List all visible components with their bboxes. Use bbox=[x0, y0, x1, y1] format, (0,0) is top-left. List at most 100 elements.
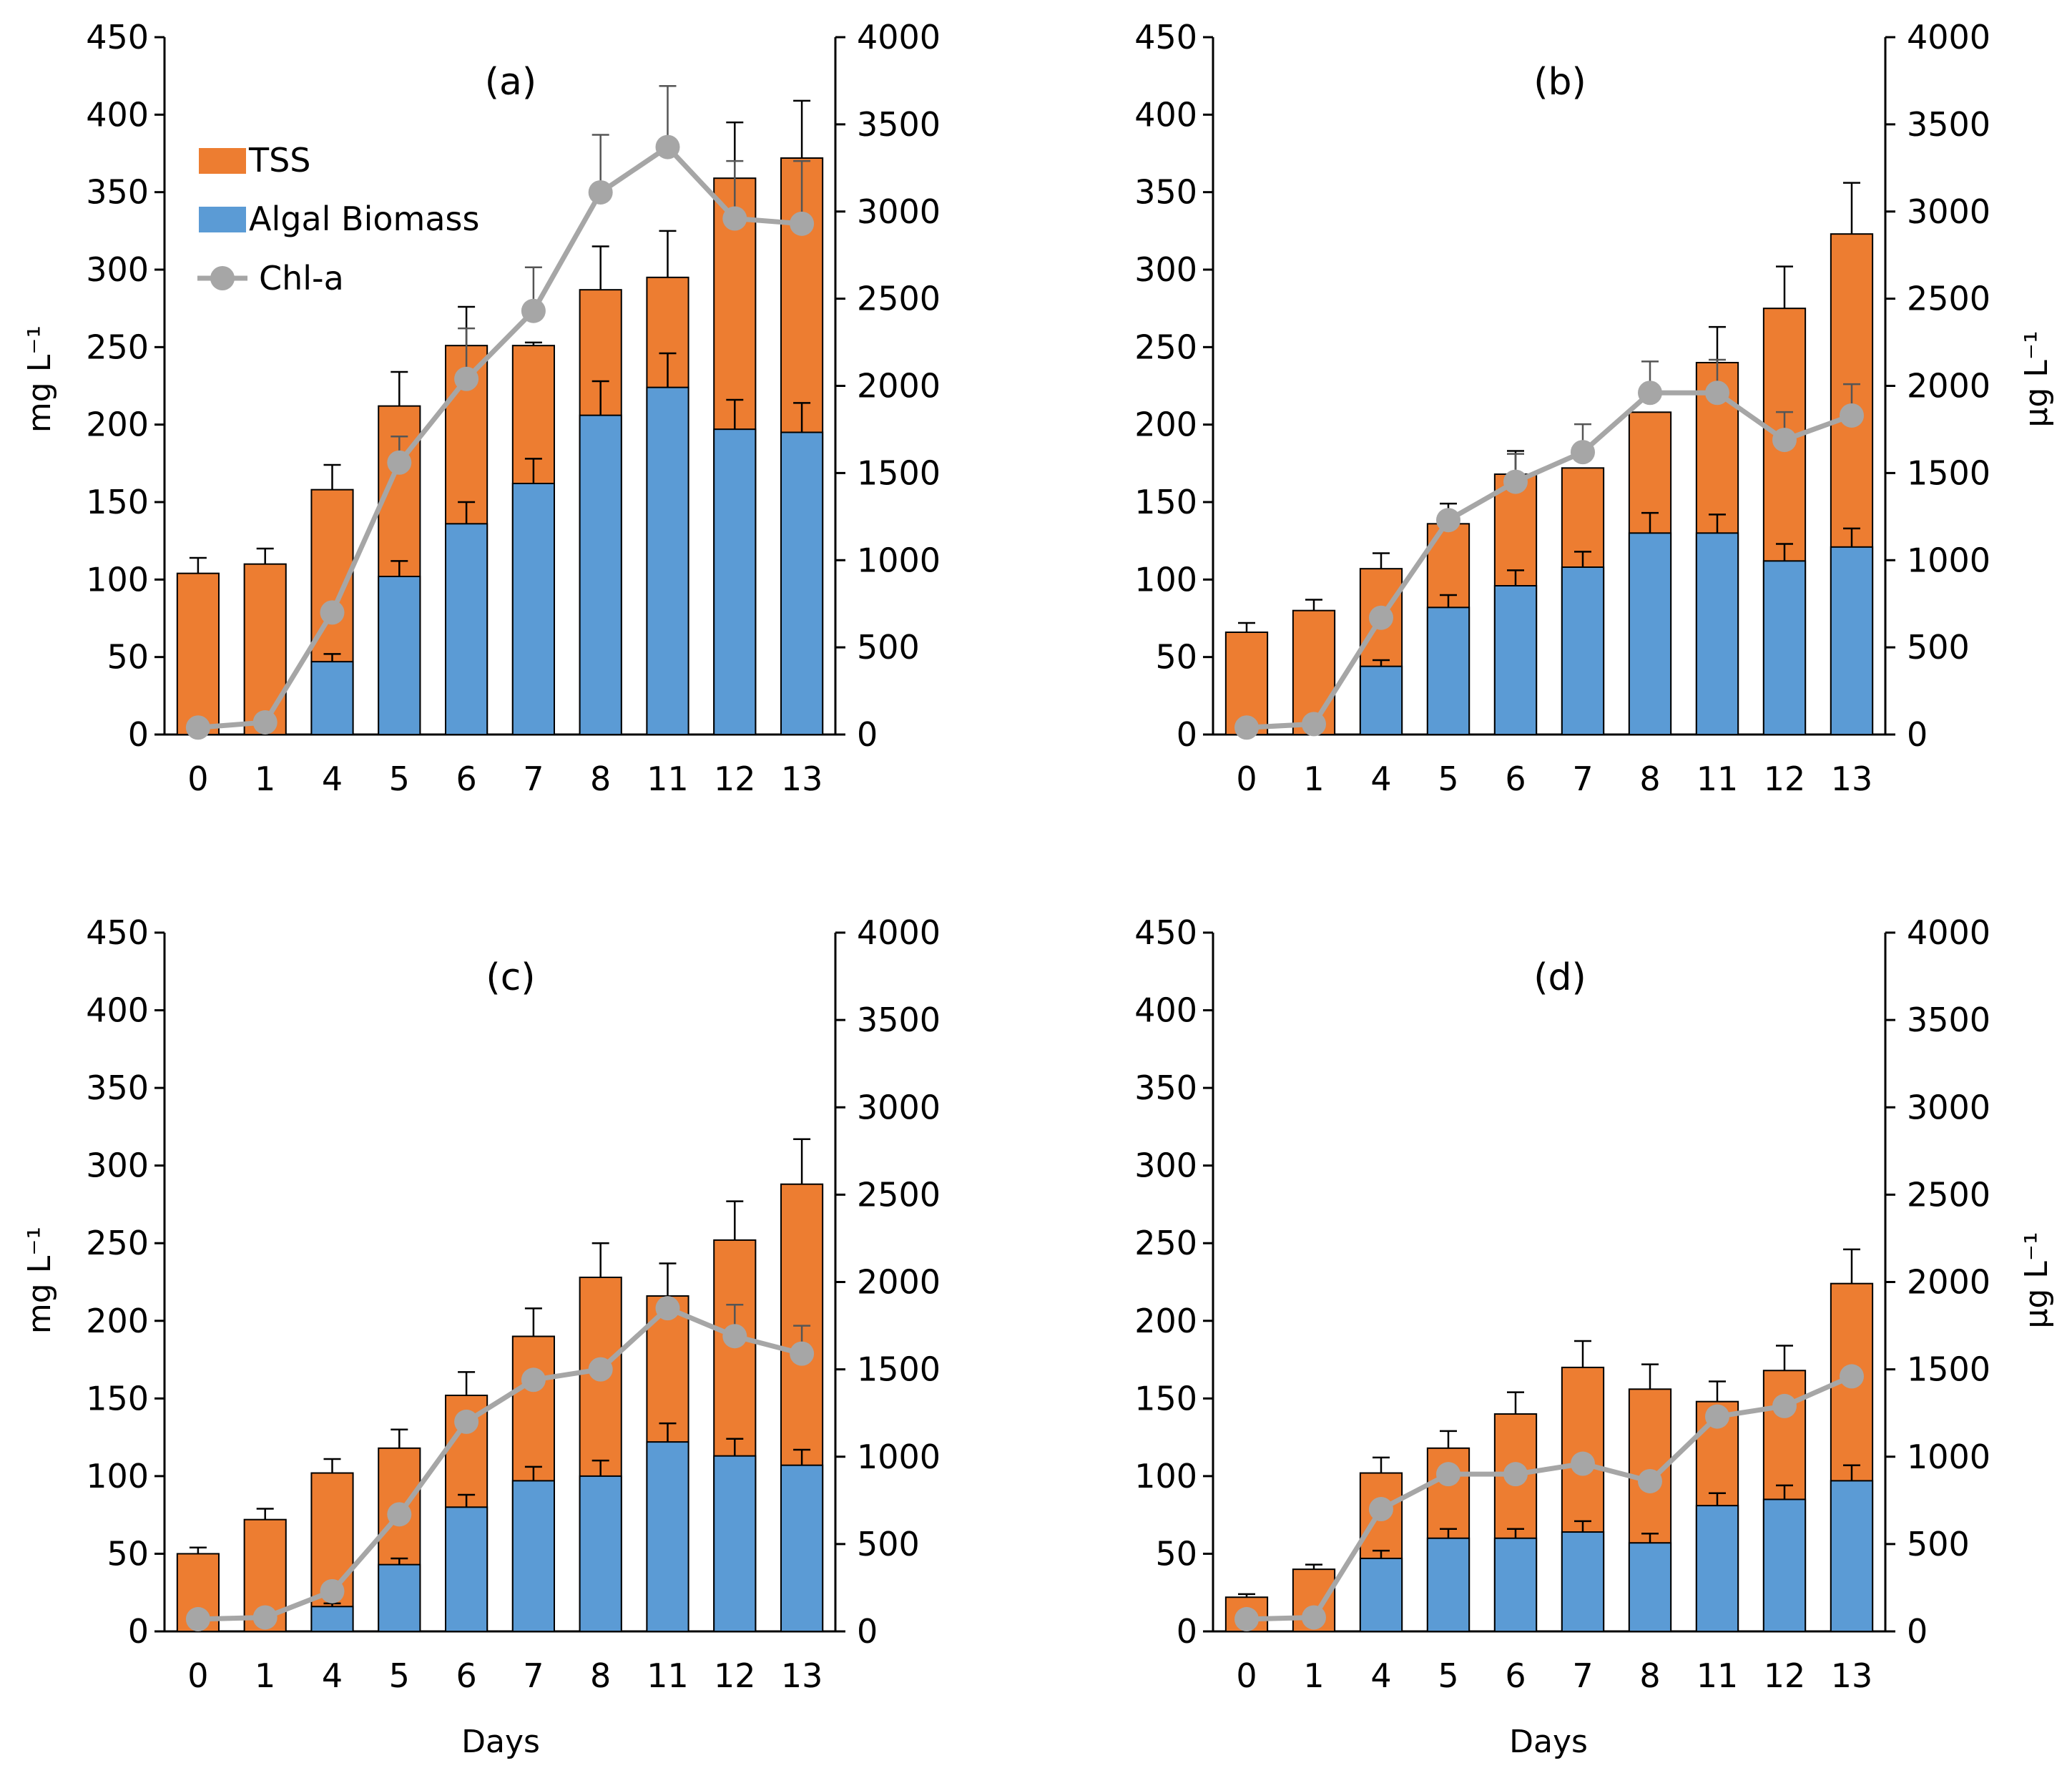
bar-algal-d bbox=[1426, 1537, 1470, 1633]
chla-point-b bbox=[1302, 712, 1326, 737]
x-tick-label-a: 7 bbox=[523, 760, 544, 798]
y-tick-label-left-c: 450 bbox=[86, 913, 149, 952]
chla-point-d bbox=[1840, 1364, 1864, 1389]
chla-line-d bbox=[1246, 1374, 1853, 1622]
chla-point-b bbox=[1840, 403, 1864, 428]
chla-point-b bbox=[1436, 508, 1460, 533]
y-tick-label-left-b: 350 bbox=[1134, 173, 1197, 212]
x-tick-label-c: 12 bbox=[714, 1656, 756, 1695]
x-tick-label-b: 7 bbox=[1572, 760, 1593, 798]
y-tick-label-right-b: 1500 bbox=[1907, 453, 1990, 492]
y-tick-label-left-d: 350 bbox=[1134, 1069, 1197, 1107]
y-tick-label-right-c: 2000 bbox=[857, 1263, 941, 1302]
chla-point-a bbox=[454, 366, 479, 391]
y-tick-label-left-a: 0 bbox=[128, 715, 149, 754]
bar-algal-b bbox=[1359, 665, 1403, 736]
bar-tss-a bbox=[176, 572, 220, 736]
x-tick-label-c: 1 bbox=[255, 1656, 275, 1695]
y-tick-label-left-b: 100 bbox=[1134, 560, 1197, 599]
bar-algal-c bbox=[780, 1464, 824, 1633]
x-tick-label-b: 6 bbox=[1505, 760, 1526, 798]
y-tick-label-right-a: 500 bbox=[857, 628, 920, 667]
y-tick-label-left-c: 100 bbox=[86, 1457, 149, 1495]
bar-algal-c bbox=[445, 1506, 488, 1632]
x-tick-label-b: 5 bbox=[1438, 760, 1458, 798]
chla-point-d bbox=[1369, 1497, 1393, 1522]
y-tick-label-left-d: 400 bbox=[1134, 991, 1197, 1030]
x-tick-label-c: 8 bbox=[590, 1656, 611, 1695]
bar-algal-b bbox=[1561, 566, 1605, 735]
bar-algal-a bbox=[445, 523, 488, 735]
y-tick-label-right-b: 3000 bbox=[1907, 192, 1990, 231]
x-tick-label-a: 4 bbox=[322, 760, 343, 798]
x-tick-label-b: 8 bbox=[1639, 760, 1660, 798]
y-tick-label-right-d: 4000 bbox=[1907, 913, 1990, 952]
y-tick-label-left-c: 300 bbox=[86, 1146, 149, 1185]
bar-algal-d bbox=[1830, 1480, 1874, 1633]
chla-point-d bbox=[1302, 1605, 1326, 1630]
bar-algal-a bbox=[579, 414, 622, 736]
bar-algal-c bbox=[646, 1441, 689, 1632]
y-tick-label-left-c: 250 bbox=[86, 1224, 149, 1262]
y-tick-label-right-c: 1500 bbox=[857, 1350, 941, 1389]
panel-d: 0501001502002503003504004500500100015002… bbox=[1134, 913, 1990, 1695]
x-tick-label-a: 11 bbox=[647, 760, 689, 798]
chla-point-d bbox=[1234, 1606, 1259, 1631]
bar-algal-c bbox=[378, 1563, 421, 1633]
chla-point-d bbox=[1503, 1462, 1528, 1487]
x-tick-label-a: 13 bbox=[781, 760, 823, 798]
y-tick-label-right-c: 0 bbox=[857, 1612, 878, 1651]
x-tick-label-a: 6 bbox=[456, 760, 476, 798]
x-tick-label-b: 13 bbox=[1831, 760, 1873, 798]
bar-algal-a bbox=[310, 661, 354, 736]
x-tick-label-a: 1 bbox=[255, 760, 275, 798]
panel-title-d: (d) bbox=[1533, 956, 1586, 999]
chla-line-a bbox=[197, 144, 802, 730]
y-tick-label-right-d: 1000 bbox=[1907, 1438, 1990, 1476]
chla-point-a bbox=[521, 298, 546, 323]
x-tick-label-a: 12 bbox=[714, 760, 756, 798]
y-tick-label-right-a: 1000 bbox=[857, 541, 941, 579]
bar-algal-b bbox=[1493, 585, 1538, 735]
y-tick-label-left-b: 0 bbox=[1177, 715, 1197, 754]
x-tick-label-d: 11 bbox=[1697, 1656, 1739, 1695]
y-tick-label-right-c: 3000 bbox=[857, 1088, 941, 1126]
bar-algal-d bbox=[1628, 1542, 1672, 1632]
y-tick-label-right-c: 1000 bbox=[857, 1438, 941, 1476]
x-tick-label-c: 13 bbox=[781, 1656, 823, 1695]
y-tick-label-left-a: 300 bbox=[86, 250, 149, 289]
bar-algal-b bbox=[1695, 532, 1739, 735]
y-tick-label-left-b: 450 bbox=[1134, 18, 1197, 57]
y-tick-label-left-a: 100 bbox=[86, 560, 149, 599]
chla-line-b bbox=[1246, 390, 1853, 730]
y-tick-label-left-d: 150 bbox=[1134, 1379, 1197, 1418]
panel-a: 0501001502002503003504004500500100015002… bbox=[86, 18, 941, 798]
y-tick-label-right-d: 500 bbox=[1907, 1525, 1970, 1563]
bar-algal-b bbox=[1628, 532, 1672, 735]
y-tick-label-right-b: 500 bbox=[1907, 628, 1970, 667]
y-tick-label-right-c: 500 bbox=[857, 1525, 920, 1563]
bar-algal-c bbox=[579, 1475, 622, 1633]
y-tick-label-right-d: 3000 bbox=[1907, 1088, 1990, 1126]
chla-point-c bbox=[521, 1367, 546, 1393]
chla-point-a bbox=[790, 211, 815, 236]
x-tick-label-b: 4 bbox=[1370, 760, 1391, 798]
x-tick-label-b: 1 bbox=[1303, 760, 1324, 798]
y-tick-label-right-d: 2500 bbox=[1907, 1175, 1990, 1214]
y-right-title-top: µg L⁻¹ bbox=[2018, 330, 2055, 427]
y-tick-label-left-d: 50 bbox=[1155, 1534, 1197, 1573]
y-tick-label-left-b: 50 bbox=[1155, 638, 1197, 677]
bar-algal-d bbox=[1695, 1505, 1739, 1632]
y-tick-label-left-a: 200 bbox=[86, 406, 149, 444]
chla-point-c bbox=[454, 1409, 479, 1434]
x-tick-label-d: 8 bbox=[1639, 1656, 1660, 1695]
bar-algal-d bbox=[1493, 1537, 1538, 1633]
y-tick-label-right-b: 2000 bbox=[1907, 367, 1990, 406]
y-tick-label-left-a: 50 bbox=[107, 638, 149, 677]
chla-point-b bbox=[1638, 380, 1662, 406]
y-tick-label-left-c: 200 bbox=[86, 1302, 149, 1340]
chla-point-d bbox=[1705, 1404, 1729, 1429]
chla-point-c bbox=[588, 1357, 613, 1382]
chla-point-a bbox=[185, 715, 210, 740]
chla-point-a bbox=[320, 600, 345, 625]
